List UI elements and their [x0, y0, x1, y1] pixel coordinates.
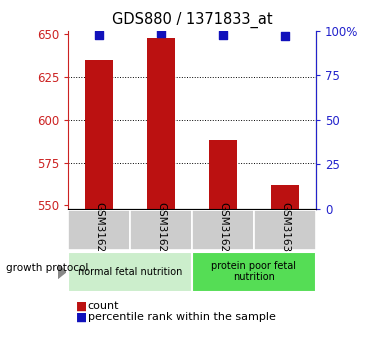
- Point: [158, 30, 164, 36]
- Text: protein poor fetal
nutrition: protein poor fetal nutrition: [211, 261, 296, 283]
- Text: GSM31628: GSM31628: [156, 202, 166, 259]
- Point: [282, 33, 288, 39]
- Point: [220, 32, 226, 37]
- Text: ■: ■: [76, 299, 87, 313]
- Text: count: count: [88, 301, 119, 311]
- Text: percentile rank within the sample: percentile rank within the sample: [88, 313, 276, 322]
- Text: ■: ■: [76, 311, 87, 324]
- Bar: [68, 252, 192, 292]
- Text: GSM31629: GSM31629: [218, 202, 228, 259]
- Point: [96, 32, 102, 37]
- Bar: [271, 185, 299, 209]
- Title: GDS880 / 1371833_at: GDS880 / 1371833_at: [112, 12, 272, 28]
- Text: normal fetal nutrition: normal fetal nutrition: [78, 267, 183, 277]
- Bar: [68, 210, 130, 250]
- Bar: [85, 60, 113, 209]
- Text: GSM31630: GSM31630: [280, 202, 290, 259]
- Polygon shape: [58, 265, 66, 278]
- Bar: [147, 38, 175, 209]
- Text: growth protocol: growth protocol: [6, 263, 88, 273]
- Bar: [209, 140, 237, 209]
- Bar: [254, 210, 316, 250]
- Bar: [192, 210, 254, 250]
- Text: GSM31627: GSM31627: [94, 202, 104, 259]
- Bar: [192, 252, 316, 292]
- Bar: [130, 210, 192, 250]
